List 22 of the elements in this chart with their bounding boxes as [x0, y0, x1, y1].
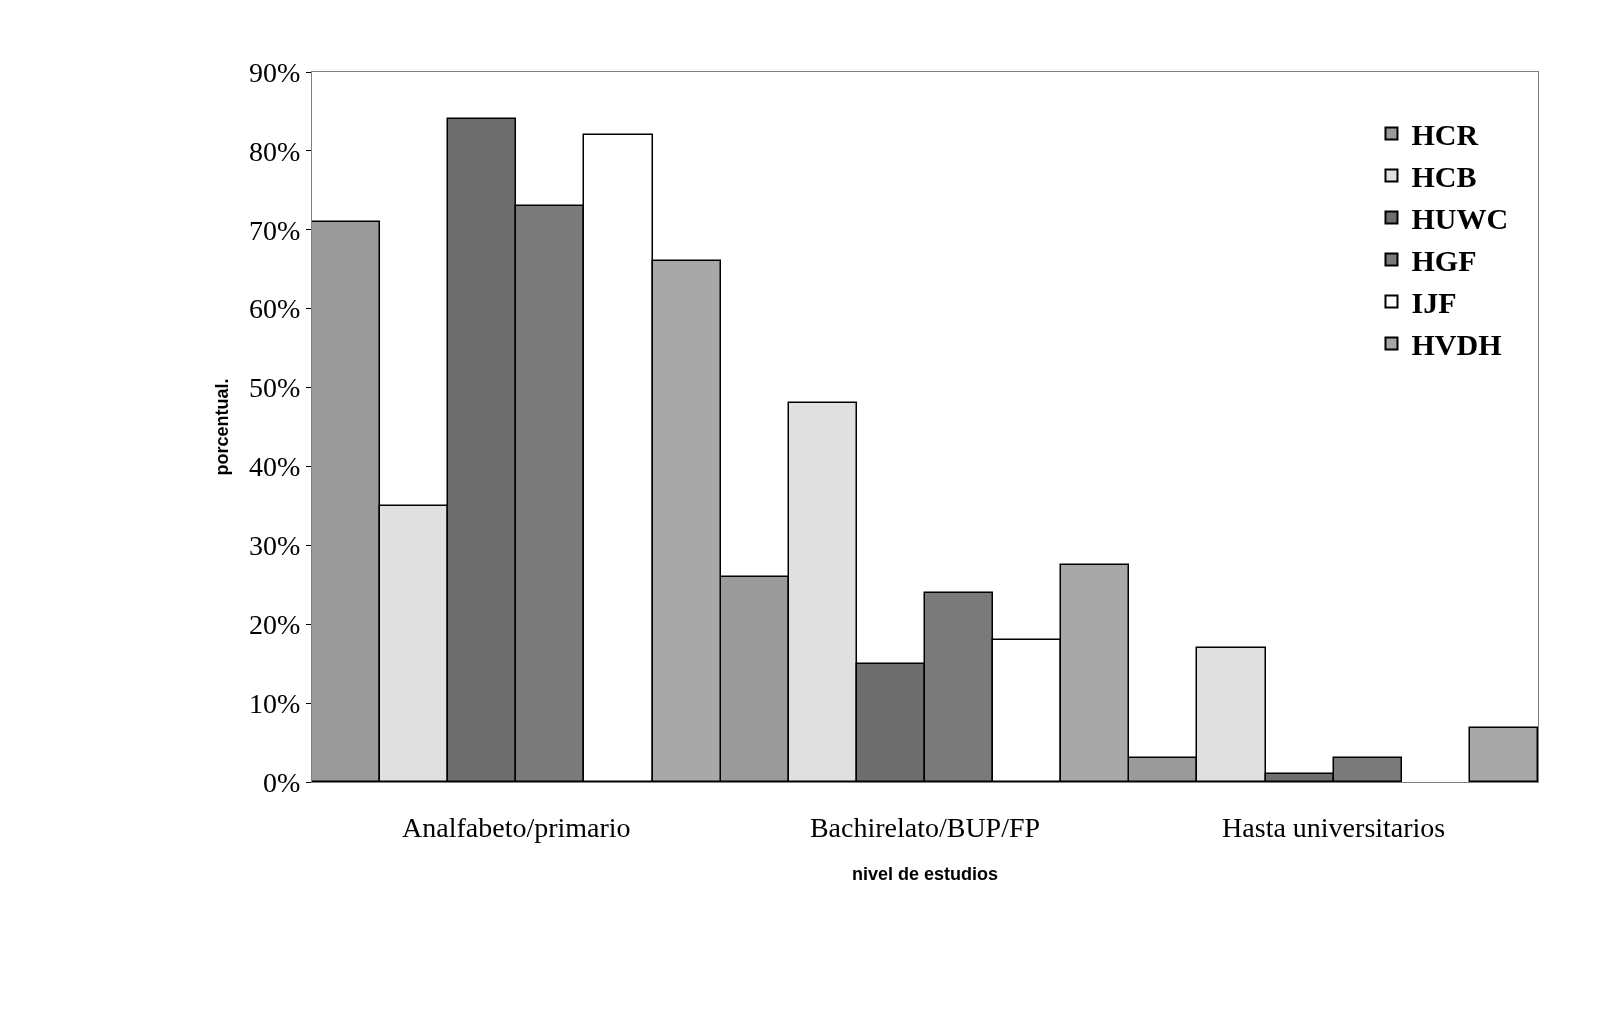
y-tick-label: 90%	[249, 56, 301, 88]
y-tick-label: 0%	[263, 766, 301, 798]
y-tick-label: 10%	[249, 687, 301, 719]
y-tick-label: 30%	[249, 530, 301, 562]
y-tick-label: 20%	[249, 609, 301, 641]
y-tick-label: 40%	[249, 451, 301, 483]
legend-label: HGF	[1411, 244, 1477, 278]
legend-label: HVDH	[1411, 328, 1502, 362]
x-tick-label: Hasta universitarios	[1222, 811, 1446, 843]
y-tick-label: 50%	[249, 372, 301, 404]
legend-label: HCR	[1411, 118, 1479, 152]
x-axis-title: nivel de estudios	[851, 863, 999, 884]
bar	[1468, 726, 1538, 782]
y-axis-title: porcentual.	[212, 378, 233, 476]
y-tick-label: 80%	[249, 135, 301, 167]
x-tick-label: Bachirelato/BUP/FP	[809, 811, 1041, 843]
legend-label: HCB	[1411, 160, 1477, 194]
y-tick-label: 70%	[249, 214, 301, 246]
legend-label: HUWC	[1411, 202, 1509, 236]
x-tick-label: Analfabeto/primario	[402, 811, 631, 843]
y-tick-label: 60%	[249, 293, 301, 325]
legend-label: IJF	[1411, 286, 1457, 320]
